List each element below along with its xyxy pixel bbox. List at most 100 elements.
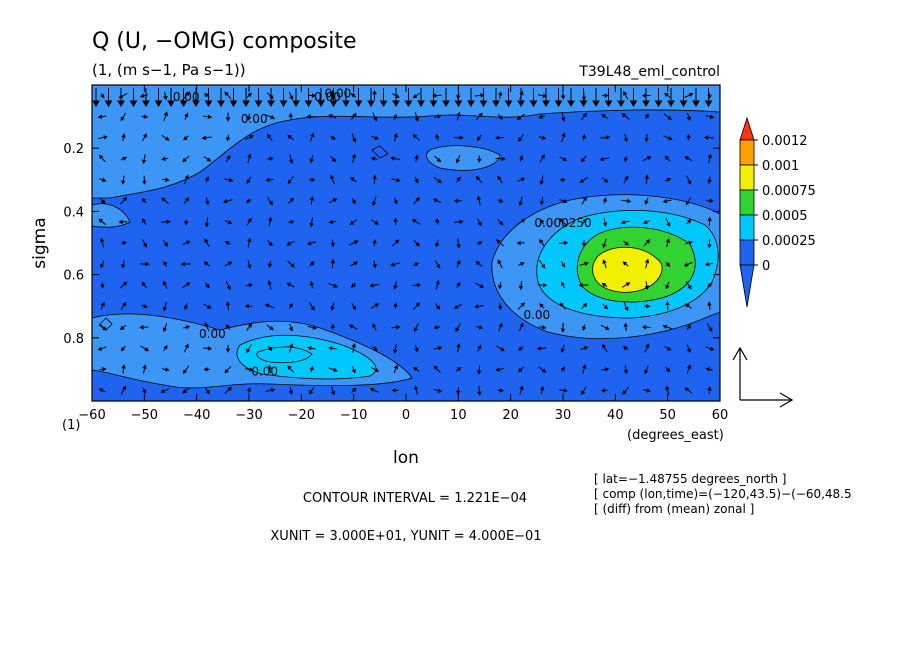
wind-vector-head	[456, 176, 461, 182]
wind-vector-head	[163, 242, 168, 247]
wind-vector-head	[329, 100, 338, 107]
wind-vector-head	[184, 343, 189, 349]
wind-vector-head	[351, 387, 357, 393]
wind-vector-head	[497, 305, 503, 311]
wind-vector-head	[477, 241, 483, 246]
wind-vector-head	[129, 100, 138, 107]
wind-vector-head	[432, 198, 438, 203]
wind-vector-head	[205, 283, 210, 289]
wind-vector-head	[180, 261, 185, 267]
wind-vector-head	[582, 302, 588, 308]
wind-vector-head	[517, 100, 525, 107]
contour-label: 0.000250	[534, 216, 591, 230]
wind-vector-head	[626, 198, 632, 204]
wind-vector-head	[687, 284, 692, 290]
wind-vector-head	[437, 345, 443, 351]
wind-vector-head	[97, 346, 103, 351]
wind-vector-head	[413, 327, 418, 332]
wind-vector-head	[226, 154, 231, 160]
reference-vector	[732, 346, 794, 408]
wind-vector-head	[286, 241, 292, 246]
wind-vector-head	[390, 262, 395, 267]
wind-vector-head	[559, 217, 564, 223]
wind-vector-head	[541, 135, 547, 140]
contour-region-upper-patch	[426, 145, 500, 171]
wind-vector-head	[374, 303, 380, 308]
wind-vector-head	[475, 175, 481, 181]
wind-vector-head	[435, 279, 440, 285]
wind-vector-head	[456, 111, 461, 117]
wind-vector-head	[529, 100, 538, 107]
wind-vector-head	[141, 198, 147, 203]
wind-vector-head	[411, 218, 417, 224]
wind-vector-head	[662, 198, 668, 204]
wind-vector-head	[352, 138, 357, 143]
wind-vector-head	[679, 100, 688, 107]
wind-vector-head	[351, 343, 357, 348]
wind-vector-head	[331, 157, 337, 163]
wind-vector-head	[353, 261, 358, 266]
wind-vector-head	[539, 238, 544, 244]
chart-title: Q (U, −OMG) composite	[92, 29, 356, 54]
wind-vector-head	[247, 264, 252, 270]
wind-vector-head	[497, 175, 502, 181]
wind-vector-head	[435, 133, 440, 139]
wind-vector-head	[304, 100, 313, 107]
wind-vector-head	[192, 100, 200, 107]
wind-vector-head	[372, 346, 378, 351]
wind-vector-head	[560, 95, 566, 100]
wind-vector-head	[415, 196, 420, 202]
wind-vector-head	[267, 364, 273, 370]
wind-vector-head	[539, 385, 545, 391]
y-axis: 0.2 0.4 0.6 0.8	[63, 142, 720, 347]
contour-line	[256, 346, 313, 364]
wind-vector-head	[267, 100, 275, 107]
wind-vector-head	[567, 100, 575, 107]
colorbar: 0.0012 0.001 0.00075 0.0005 0.00025 0	[739, 116, 816, 308]
colorbar-label: 0.00075	[762, 184, 816, 199]
wind-vector-head	[165, 177, 170, 183]
wind-vector-head	[288, 326, 294, 332]
contour-line	[491, 194, 720, 340]
wind-vector-head	[623, 137, 629, 143]
wind-vector-head	[562, 157, 568, 162]
wind-vector-head	[310, 132, 315, 138]
wind-vector-head	[456, 367, 462, 372]
wind-vector-head	[414, 347, 419, 353]
wind-vector-head	[456, 343, 461, 348]
wind-vector-head	[665, 300, 670, 306]
contour-line	[92, 203, 131, 228]
wind-vector-head	[604, 93, 609, 98]
wind-vector-head	[644, 113, 649, 119]
x-tick-label: 50	[659, 408, 676, 423]
wind-vector-head	[204, 100, 213, 107]
wind-vector-head	[477, 221, 482, 227]
wind-vector-head	[354, 100, 363, 107]
wind-vector-head	[311, 177, 316, 183]
wind-vector-head	[499, 388, 504, 393]
wind-vector-head	[560, 281, 565, 287]
wind-vector-head	[393, 115, 398, 120]
wind-vector-head	[224, 91, 229, 97]
wind-vector-head	[601, 388, 606, 393]
wind-vector-head	[374, 367, 379, 372]
wind-vector-head	[581, 242, 587, 248]
wind-vector-head	[179, 100, 188, 107]
wind-vector-head	[310, 261, 315, 266]
wind-vector-head	[477, 344, 482, 350]
wind-vector-head	[287, 134, 293, 140]
wind-vector-head	[414, 117, 420, 122]
wind-vector-head	[100, 301, 105, 307]
wind-vector-head	[479, 100, 488, 107]
wind-vector-head	[306, 114, 311, 119]
wind-vector-head	[330, 174, 335, 180]
wind-vector-head	[227, 386, 232, 392]
x-tick-label: −50	[131, 408, 158, 423]
wind-vector-head	[437, 388, 443, 393]
contour-label: 0.00	[241, 112, 268, 126]
wind-vector-head	[623, 157, 629, 163]
wind-vector-head	[222, 199, 228, 204]
wind-vector-head	[267, 216, 273, 222]
x-tick-label: 10	[450, 408, 467, 423]
contour-line	[536, 209, 719, 319]
